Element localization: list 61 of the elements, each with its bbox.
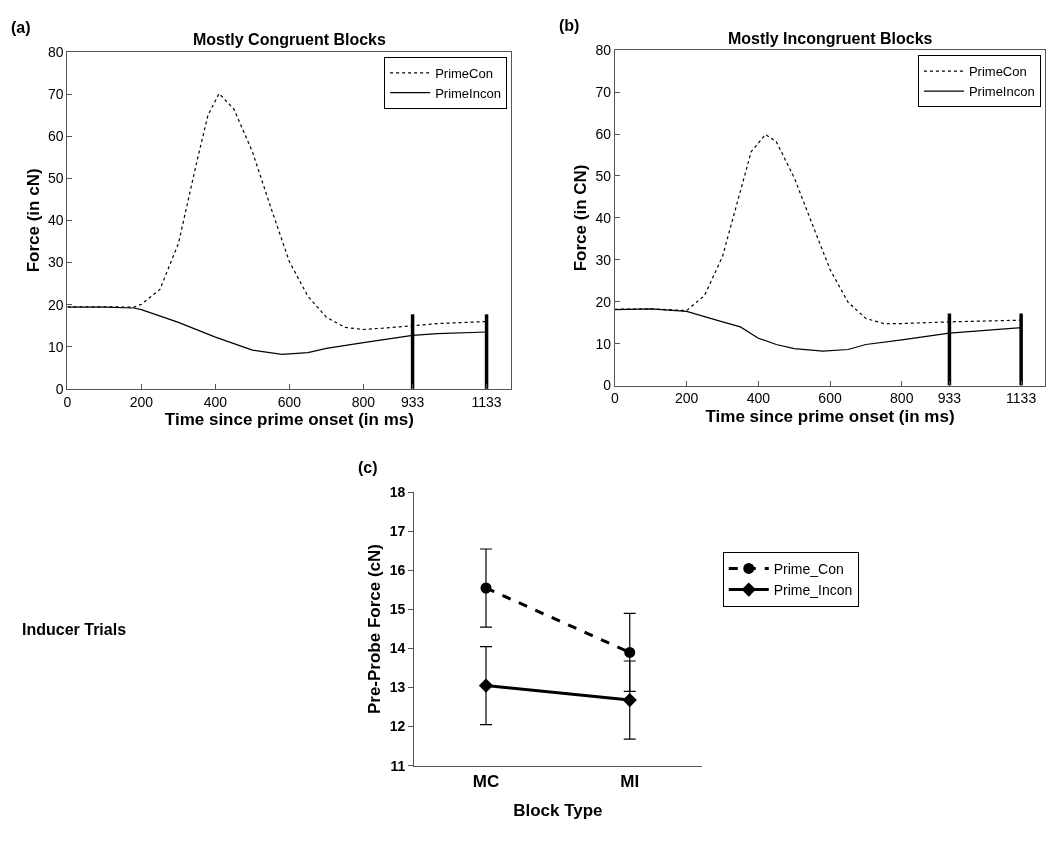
text: (a) [11,19,31,36]
point [480,582,492,594]
y-tick-label: 14 [389,640,406,657]
legend-label: PrimeIncon [435,85,501,101]
y-tick-label: 10 [48,338,64,355]
y-tick-label: 60 [595,125,612,142]
y-tick-label: 80 [595,42,612,59]
y-tick-label: 50 [595,167,612,184]
y-tick-label: 40 [595,209,612,226]
legend-label: PrimeCon [435,65,493,81]
legend-label: PrimeCon [968,64,1027,80]
x-tick-label: 1133 [1006,390,1037,407]
y-tick-label: 70 [48,85,64,102]
y-tick-label: 16 [389,562,406,579]
text: (b) [559,17,580,34]
legend-label: Prime_Incon [773,582,853,599]
chart-title: Mostly Congruent Blocks [193,31,387,48]
y-tick-label: 50 [48,170,64,187]
y-tick-label: 0 [603,377,612,394]
y-axis-title: Pre-Probe Force (cN) [365,543,385,715]
point [622,692,637,708]
y-tick-label: 40 [48,212,64,229]
x-tick-label: 800 [351,393,376,410]
x-tick-label: 1133 [471,393,502,410]
y-tick-label: 30 [595,251,612,268]
y-tick-label: 11 [390,757,406,774]
y-tick-label: 20 [595,293,612,310]
y-tick-label: 80 [48,43,64,60]
x-tick-label: 600 [818,390,842,407]
chart-title: Mostly Incongruent Blocks [728,30,933,47]
x-axis-title: Block Type [513,801,603,821]
x-tick-label: 800 [890,390,914,407]
x-axis-title: Time since prime onset (in ms) [164,410,414,430]
y-tick-label: 60 [48,128,64,145]
y-tick-label: 18 [389,484,406,501]
point [624,646,636,658]
x-tick-label: 933 [400,393,425,410]
x-tick-label: 200 [674,390,699,407]
text: Inducer Trials [22,621,127,638]
y-tick-label: 15 [389,601,406,618]
legend-label: PrimeIncon [968,84,1035,100]
text: (c) [358,459,378,476]
x-tick-label: MC [472,772,500,792]
x-tick-label: 600 [277,393,302,410]
y-tick-label: 30 [48,254,64,271]
y-tick-label: 10 [595,335,612,352]
y-tick-label: 70 [595,84,612,101]
point [478,678,494,693]
y-tick-label: 17 [389,523,406,540]
legend-label: Prime_Con [773,560,844,577]
x-tick-label: 400 [746,390,771,407]
x-tick-label: 200 [129,393,154,410]
x-axis-title: Time since prime onset (in ms) [705,406,955,426]
x-tick-label: MI [620,772,640,792]
y-tick-label: 13 [389,679,406,696]
y-axis-title: Force (in cN) [23,168,43,273]
y-tick-label: 20 [48,296,64,313]
y-tick-label: 12 [389,718,406,735]
x-tick-label: 933 [937,390,962,407]
y-axis-title: Force (in CN) [571,164,591,272]
x-tick-label: 400 [203,393,228,410]
